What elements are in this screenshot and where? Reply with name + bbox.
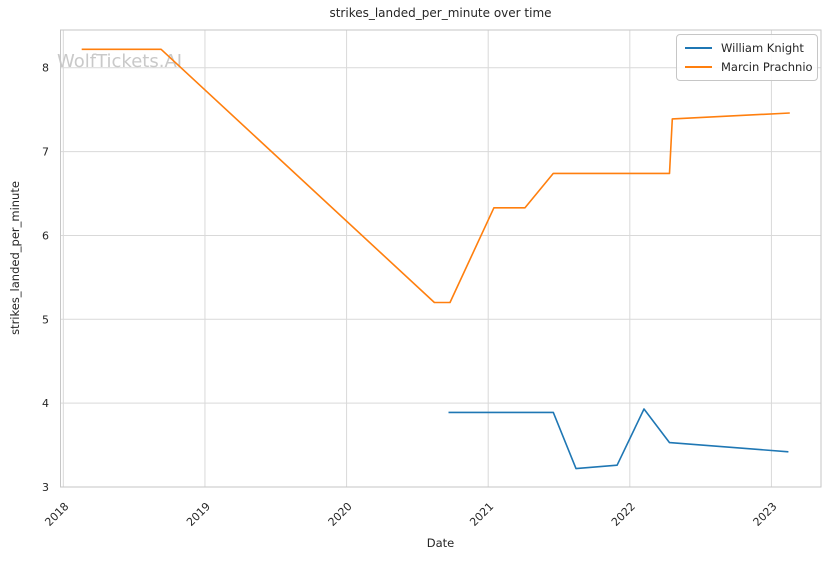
watermark: WolfTickets.AI xyxy=(57,51,182,72)
chart-title: strikes_landed_per_minute over time xyxy=(329,6,552,20)
y-tick-label: 3 xyxy=(42,481,49,494)
x-tick-label: 2020 xyxy=(326,500,355,529)
x-tick-label: 2018 xyxy=(42,500,71,529)
y-tick-label: 5 xyxy=(42,313,49,326)
x-tick-label: 2021 xyxy=(467,500,496,529)
x-tick-label: 2022 xyxy=(609,500,638,529)
series-line-marcin-prachnio xyxy=(81,48,790,304)
series-line-william-knight xyxy=(448,408,789,470)
legend-swatch xyxy=(685,66,712,68)
y-tick-label: 4 xyxy=(42,397,49,410)
legend-label: William Knight xyxy=(721,41,804,55)
plot-border xyxy=(60,29,822,488)
y-tick-label: 7 xyxy=(42,146,49,159)
x-tick-label: 2023 xyxy=(751,500,780,529)
x-axis-tick-labels: 2018 2019 2020 2021 2022 2023 xyxy=(42,500,779,529)
legend: William Knight Marcin Prachnio xyxy=(676,34,818,81)
gridlines xyxy=(60,30,821,488)
x-axis-label: Date xyxy=(426,536,455,550)
y-axis-tick-labels: 3 4 5 6 7 8 xyxy=(42,62,49,494)
legend-item-marcin-prachnio: Marcin Prachnio xyxy=(685,59,813,75)
legend-item-william-knight: William Knight xyxy=(685,40,809,56)
legend-swatch xyxy=(685,47,712,49)
legend-label: Marcin Prachnio xyxy=(721,60,813,74)
y-tick-label: 8 xyxy=(42,62,49,75)
y-axis-label: strikes_landed_per_minute xyxy=(8,181,22,335)
data-series xyxy=(81,48,790,470)
x-tick-label: 2019 xyxy=(184,500,213,529)
y-tick-label: 6 xyxy=(42,229,49,242)
